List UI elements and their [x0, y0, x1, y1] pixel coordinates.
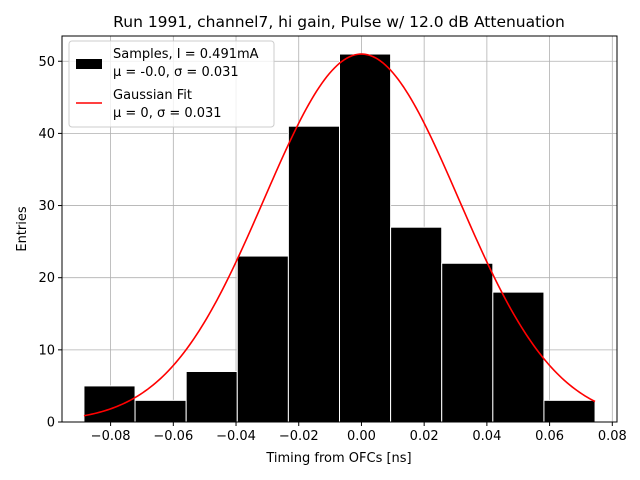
legend-label-samples-line1: Samples, I = 0.491mA	[113, 47, 259, 62]
legend-swatch-samples	[76, 59, 102, 69]
histogram-bar-3	[236, 255, 289, 423]
x-tick-label-7: 0.06	[535, 429, 564, 444]
y-tick-label-0: 0	[47, 416, 55, 431]
y-tick-label-4: 40	[38, 127, 55, 142]
histogram-bar-0	[83, 385, 136, 423]
histogram-bar-1	[134, 399, 187, 423]
x-tick-label-1: −0.06	[153, 429, 193, 444]
legend-label-fit-line2: μ = 0, σ = 0.031	[113, 106, 222, 121]
x-tick-label-6: 0.04	[472, 429, 501, 444]
histogram-bars	[83, 53, 596, 423]
histogram-bar-7	[441, 262, 494, 423]
x-axis-label: Timing from OFCs [ns]	[265, 451, 411, 466]
legend-box	[68, 40, 275, 128]
y-tick-label-5: 50	[38, 55, 55, 70]
legend-label-samples-line2: μ = -0.0, σ = 0.031	[113, 65, 239, 80]
y-tick-label-1: 10	[38, 343, 55, 358]
histogram-bar-8	[492, 291, 545, 423]
legend-label-fit-line1: Gaussian Fit	[113, 88, 192, 103]
x-tick-label-2: −0.04	[216, 429, 256, 444]
gaussian-fit	[83, 53, 596, 417]
x-tick-label-3: −0.02	[279, 429, 319, 444]
histogram-bar-9	[543, 399, 596, 423]
histogram-bar-4	[287, 125, 340, 423]
histogram-bar-6	[390, 226, 443, 423]
x-axis-ticks: −0.08 −0.06 −0.04 −0.02 0.00 0.02 0.04 0.06 0.08	[91, 422, 627, 444]
y-axis-ticks: 0 10 20 30 40 50	[38, 55, 62, 431]
chart-title: Run 1991, channel7, hi gain, Pulse w/ 12…	[113, 13, 565, 31]
x-tick-label-5: 0.02	[410, 429, 439, 444]
x-tick-label-0: −0.08	[91, 429, 131, 444]
histogram-bar-5	[339, 53, 392, 423]
x-tick-label-4: 0.00	[347, 429, 376, 444]
histogram-bar-2	[185, 370, 238, 423]
legend: Samples, I = 0.491mA μ = -0.0, σ = 0.031…	[68, 40, 275, 128]
y-axis-label: Entries	[15, 206, 30, 252]
plot-frame	[61, 35, 618, 423]
y-tick-label-3: 30	[38, 199, 55, 214]
x-tick-label-8: 0.08	[598, 429, 627, 444]
y-tick-label-2: 20	[38, 271, 55, 286]
gaussian-fit-curve	[83, 53, 596, 417]
